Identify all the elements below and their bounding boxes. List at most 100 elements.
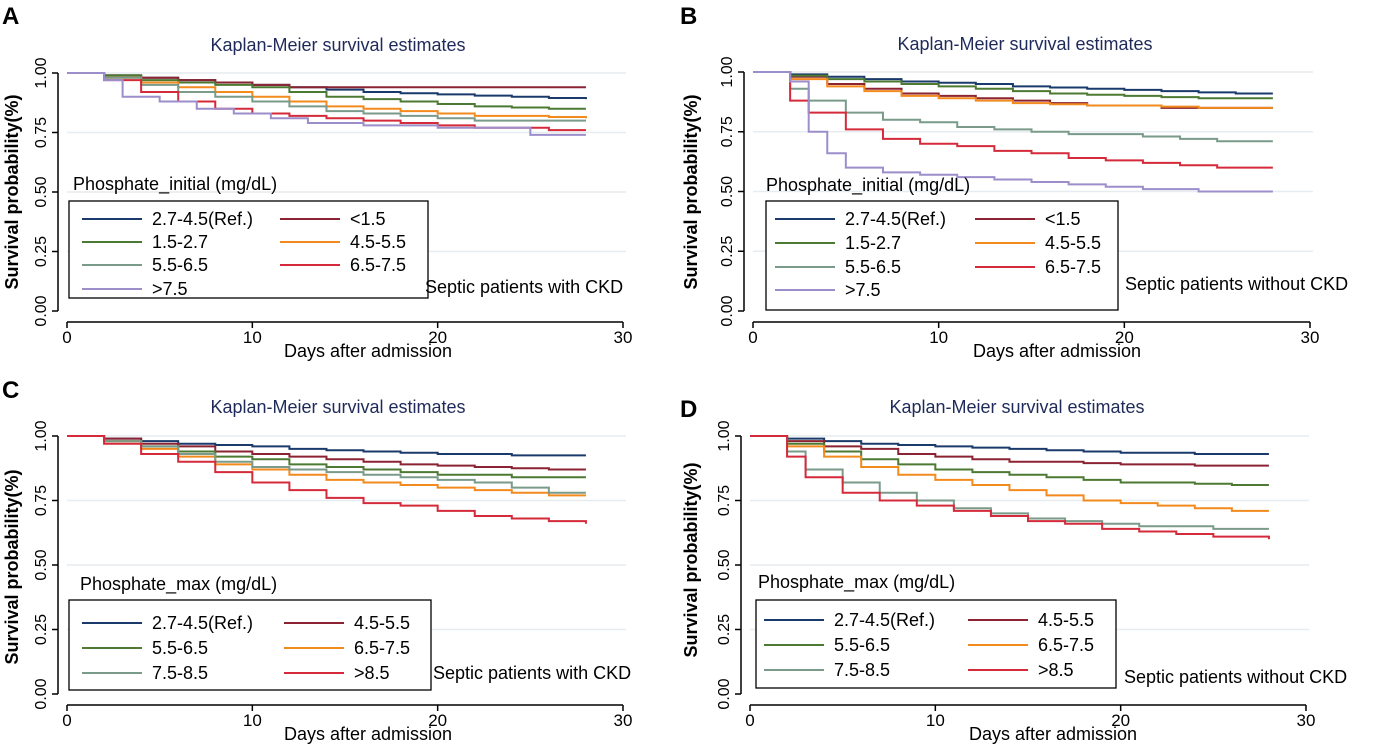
x-tick-label: 10 [243,328,262,347]
y-tick-label: 0.50 [33,176,50,207]
legend-label: 5.5-6.5 [834,635,890,655]
survival-curve-c-5 [67,435,587,524]
y-tick-label: 0.25 [716,614,733,645]
survival-curve-a-6 [67,72,586,136]
survival-curve-d-4 [750,435,1269,530]
survival-curve-a-3 [67,72,587,119]
cohort-annotation: Septic patients with CKD [425,277,623,297]
survival-curve-b-0 [753,71,1273,95]
cohort-annotation: Septic patients with CKD [433,663,631,683]
survival-curve-a-2 [67,72,586,110]
chart-title: Kaplan-Meier survival estimates [897,34,1152,54]
x-tick-label: 20 [428,328,447,347]
y-tick-label: 0.25 [33,236,50,267]
survival-curve-b-3 [753,71,1273,109]
survival-curve-a-4 [67,72,586,122]
legend-label: 4.5-5.5 [1038,610,1094,630]
x-tick-label: 30 [614,328,633,347]
legend-label: 6.5-7.5 [354,638,410,658]
x-tick-label: 20 [1111,711,1130,730]
legend-title: Phosphate_initial (mg/dL) [73,174,277,195]
y-tick-label: 0.25 [719,236,736,267]
survival-curve-b-5 [753,71,1273,169]
panel-label: B [680,3,697,30]
y-tick-label: 0.00 [719,295,736,326]
x-tick-label: 10 [243,711,262,730]
x-tick-label: 0 [745,711,754,730]
y-tick-label: 0.00 [33,295,50,326]
legend-label: 7.5-8.5 [834,660,890,680]
chart-panel-d: 0.00 0.25 0.50 0.75 1.00 0 10 20 30 D Kaplan-Meier… [680,396,1347,744]
legend-label: 5.5-6.5 [152,255,208,275]
x-tick-label: 0 [62,711,71,730]
x-axis-label: Days after admission [969,724,1137,744]
survival-curve-d-5 [750,435,1270,540]
y-axis-label: Survival probability(%) [2,469,22,664]
legend-label: 4.5-5.5 [1045,233,1101,253]
survival-curve-c-3 [67,435,586,497]
x-tick-label: 20 [1115,328,1134,347]
legend-label: 6.5-7.5 [350,255,406,275]
y-axis-label: Survival probability(%) [681,462,701,657]
survival-curve-b-6 [753,71,1273,193]
legend-label: >8.5 [354,663,390,683]
y-tick-label: 1.00 [33,57,50,88]
chart-panel-a: 0.00 0.25 0.50 0.75 1.00 0 10 20 30 A Kaplan-Meier… [2,3,632,361]
legend-label: 5.5-6.5 [152,638,208,658]
y-tick-label: 0.50 [719,176,736,207]
legend-label: >8.5 [1038,660,1074,680]
legend-title: Phosphate_max (mg/dL) [758,572,955,593]
cohort-annotation: Septic patients without CKD [1125,274,1348,294]
x-tick-label: 30 [1297,711,1316,730]
y-axis-label: Survival probability(%) [681,94,701,289]
y-tick-label: 0.50 [33,549,50,580]
legend-label: 1.5-2.7 [845,233,901,253]
y-tick-label: 0.00 [716,678,733,709]
survival-curve-d-2 [750,435,1269,487]
chart-title: Kaplan-Meier survival estimates [889,397,1144,417]
survival-curve-d-0 [750,435,1269,456]
y-tick-label: 0.75 [719,116,736,147]
x-tick-label: 10 [929,328,948,347]
y-tick-label: 0.25 [33,614,50,645]
survival-curve-d-3 [750,435,1269,512]
x-tick-label: 30 [1301,328,1320,347]
legend-title: Phosphate_initial (mg/dL) [766,175,970,196]
legend-label: 4.5-5.5 [350,232,406,252]
x-axis-label: Days after admission [973,341,1141,361]
y-axis-label: Survival probability(%) [2,94,22,289]
legend-label: <1.5 [1045,209,1081,229]
survival-curve-c-1 [67,435,586,471]
legend-box [68,200,429,299]
chart-panel-b: 0.00 0.25 0.50 0.75 1.00 0 10 20 30 B Kaplan-Meier… [680,3,1348,361]
chart-panel-c: 0.00 0.25 0.50 0.75 1.00 0 10 20 30 C Kaplan-Meier… [2,377,632,744]
legend-title: Phosphate_max (mg/dL) [80,574,277,595]
survival-curve-b-2 [753,71,1273,100]
legend-label: 1.5-2.7 [152,232,208,252]
legend-label: 2.7-4.5(Ref.) [834,610,935,630]
y-tick-label: 0.75 [33,117,50,148]
legend-label: 6.5-7.5 [1038,635,1094,655]
x-axis-label: Days after admission [284,341,452,361]
legend-label: 6.5-7.5 [1045,257,1101,277]
x-tick-label: 20 [428,711,447,730]
legend-label: 2.7-4.5(Ref.) [152,613,253,633]
panel-label: C [2,377,19,404]
y-tick-label: 0.75 [33,485,50,516]
chart-title: Kaplan-Meier survival estimates [210,397,465,417]
legend-box [68,599,432,691]
legend-label: 4.5-5.5 [354,613,410,633]
legend-label: >7.5 [845,280,881,300]
legend-label: 5.5-6.5 [845,257,901,277]
legend-label: 2.7-4.5(Ref.) [845,209,946,229]
y-tick-label: 0.00 [33,678,50,709]
survival-curve-c-0 [67,435,586,457]
y-tick-label: 1.00 [716,420,733,451]
panel-label: D [680,396,697,423]
cohort-annotation: Septic patients without CKD [1124,667,1347,687]
legend-label: <1.5 [350,209,386,229]
x-tick-label: 10 [926,711,945,730]
x-tick-label: 0 [62,328,71,347]
chart-title: Kaplan-Meier survival estimates [210,35,465,55]
